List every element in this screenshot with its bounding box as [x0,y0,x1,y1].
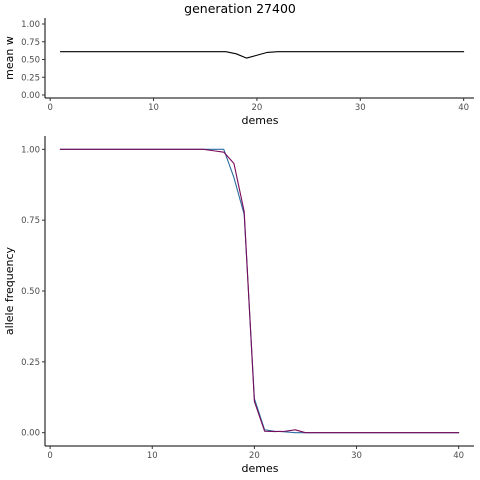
mean-w-y-tick-label: 0.00 [21,91,40,101]
allele-frequency-y-axis-label: allele frequency [3,246,16,335]
allele-frequency-series-line-1 [59,148,460,434]
allele-frequency-x-tick-label: 30 [351,451,362,461]
allele-frequency-x-ticks: 0 10 20 30 40 [47,446,464,461]
mean-w-x-tick-label: 30 [355,103,366,113]
allele-frequency-series [59,148,460,434]
mean-w-x-ticks: 0 10 20 30 40 [47,98,469,113]
allele-frequency-x-tick-label: 0 [47,451,52,461]
allele-frequency-y-tick-label: 0.25 [21,358,40,368]
allele-frequency-y-tick-label: 1.00 [21,145,40,155]
allele-frequency-panel: 0.00 0.25 0.50 0.75 1.00 0 10 20 30 40 demes all… [3,136,474,475]
allele-frequency-x-tick-label: 20 [249,451,260,461]
allele-frequency-y-tick-label: 0.75 [21,216,40,226]
mean-w-series [59,51,465,59]
mean-w-y-tick-label: 0.25 [21,73,40,83]
mean-w-y-tick-label: 0.75 [21,38,40,48]
mean-w-x-tick-label: 40 [458,103,469,113]
allele-frequency-x-tick-label: 10 [147,451,158,461]
allele-frequency-x-axis-label: demes [242,462,279,475]
chart-title: generation 27400 [184,1,296,16]
mean-w-x-tick-label: 0 [47,103,52,113]
mean-w-series-line-1 [59,51,465,59]
allele-frequency-y-ticks: 0.00 0.25 0.50 0.75 1.00 [21,145,45,439]
mean-w-y-axis-label: mean w [3,36,16,80]
mean-w-y-tick-label: 0.50 [21,56,40,66]
allele-frequency-y-tick-label: 0.00 [21,429,40,439]
mean-w-y-tick-label: 1.00 [21,20,40,30]
mean-w-x-tick-label: 10 [148,103,159,113]
allele-frequency-y-tick-label: 0.50 [21,287,40,297]
mean-w-x-axis-label: demes [242,114,279,127]
mean-w-y-ticks: 0.00 0.25 0.50 0.75 1.00 [21,20,45,101]
allele-frequency-x-tick-label: 40 [453,451,464,461]
allele-frequency-series-line-2 [59,148,460,434]
mean-w-panel: 0.00 0.25 0.50 0.75 1.00 0 10 20 30 40 demes mea… [3,18,474,127]
mean-w-x-tick-label: 20 [252,103,263,113]
